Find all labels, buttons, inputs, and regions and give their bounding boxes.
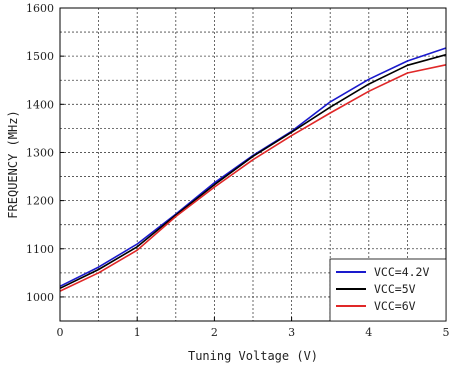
y-tick-label: 1600 bbox=[26, 2, 54, 15]
y-tick-label: 1100 bbox=[26, 243, 54, 256]
x-tick-label: 4 bbox=[365, 326, 372, 339]
legend-label: VCC=6V bbox=[374, 299, 416, 313]
y-axis-title: FREQUENCY (MHz) bbox=[6, 110, 20, 218]
x-tick-label: 5 bbox=[443, 326, 450, 339]
x-tick-label: 2 bbox=[211, 326, 218, 339]
axis-ticks: 0 1 2 3 4 5 1000 1100 1200 1300 1400 1500 1600 bbox=[26, 2, 450, 339]
legend: VCC=4.2V VCC=5V VCC=6V bbox=[329, 258, 447, 322]
y-tick-label: 1400 bbox=[26, 98, 54, 111]
series-line-2 bbox=[59, 53, 447, 290]
x-tick-label: 0 bbox=[57, 326, 64, 339]
legend-label: VCC=4.2V bbox=[374, 265, 429, 279]
x-tick-label: 3 bbox=[288, 326, 295, 339]
y-tick-label: 1000 bbox=[26, 291, 54, 304]
series-line-3 bbox=[59, 64, 447, 292]
y-tick-label: 1300 bbox=[26, 146, 54, 159]
x-axis-title: Tuning Voltage (V) bbox=[188, 349, 318, 363]
series-lines bbox=[59, 47, 447, 292]
x-tick-label: 1 bbox=[134, 326, 141, 339]
y-tick-label: 1500 bbox=[26, 50, 54, 63]
plot-frame bbox=[59, 7, 447, 322]
legend-label: VCC=5V bbox=[374, 282, 416, 296]
y-tick-label: 1200 bbox=[26, 195, 54, 208]
